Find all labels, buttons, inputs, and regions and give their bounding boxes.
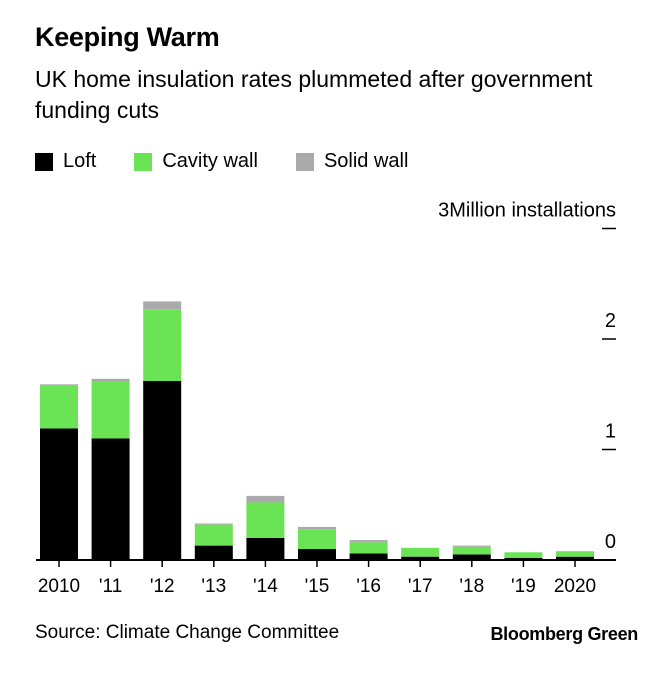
y-tick-label-1: 1 — [605, 421, 616, 443]
bar-cavity-wall-1 — [91, 381, 130, 439]
bar-solid-wall-4 — [246, 495, 285, 503]
y-tick-label-2: 2 — [605, 310, 616, 332]
bar-loft-0 — [40, 428, 78, 560]
x-tick-label-8: '18 — [459, 576, 484, 597]
legend-item-cavity-wall: Cavity wall — [134, 150, 258, 173]
x-tick-label-6: '16 — [356, 576, 381, 597]
bar-cavity-wall-5 — [298, 529, 336, 549]
bar-cavity-wall-4 — [246, 502, 285, 538]
bar-solid-wall-1 — [91, 378, 130, 381]
legend-swatch-solid-wall — [295, 152, 314, 171]
x-tick-label-2: '12 — [150, 576, 175, 597]
bar-loft-6 — [349, 553, 388, 560]
x-tick-label-10: 2020 — [554, 576, 596, 597]
bar-solid-wall-5 — [298, 526, 336, 530]
legend-label-cavity-wall: Cavity wall — [162, 150, 258, 172]
legend-label-loft: Loft — [63, 150, 97, 172]
bar-cavity-wall-0 — [40, 385, 78, 429]
legend-label-solid-wall: Solid wall — [323, 150, 409, 172]
legend-swatch-cavity-wall — [134, 152, 153, 171]
bar-loft-7 — [401, 556, 440, 560]
bar-cavity-wall-9 — [504, 552, 543, 558]
bar-solid-wall-6 — [349, 540, 388, 543]
chart-subtitle: UK home insulation rates plummeted after… — [35, 66, 593, 123]
bar-cavity-wall-7 — [401, 547, 440, 557]
bar-cavity-wall-2 — [143, 309, 182, 381]
source-note: Source: Climate Change Committee — [35, 622, 340, 643]
bar-loft-8 — [452, 554, 491, 560]
y-tick-label-0: 0 — [605, 531, 616, 553]
y-tick-label-3: 3Million installations — [438, 200, 616, 222]
x-tick-label-4: '14 — [253, 576, 278, 597]
legend-item-loft: Loft — [35, 150, 96, 173]
x-tick-label-1: '11 — [99, 576, 122, 597]
bar-loft-9 — [504, 557, 543, 560]
bar-cavity-wall-6 — [349, 542, 388, 554]
bar-loft-5 — [298, 549, 336, 560]
bar-solid-wall-8 — [452, 545, 491, 547]
chart-title: Keeping Warm — [35, 22, 220, 52]
legend-item-solid-wall: Solid wall — [295, 150, 409, 173]
bar-cavity-wall-8 — [452, 546, 491, 555]
legend-swatch-loft — [35, 152, 53, 171]
x-tick-label-3: '13 — [201, 576, 226, 597]
bar-loft-10 — [556, 556, 594, 560]
bar-solid-wall-3 — [194, 523, 233, 525]
bar-loft-3 — [194, 545, 233, 560]
x-tick-label-0: 2010 — [38, 576, 80, 597]
bar-solid-wall-0 — [40, 384, 78, 386]
legend: Loft Cavity wall Solid wall — [35, 150, 446, 173]
brand-logo: Bloomberg Green — [490, 624, 638, 644]
x-tick-label-7: '17 — [408, 576, 433, 597]
bar-loft-1 — [91, 438, 130, 560]
bar-loft-2 — [143, 381, 182, 560]
x-tick-label-5: '15 — [305, 576, 330, 597]
bar-solid-wall-2 — [143, 301, 182, 310]
bar-loft-4 — [246, 537, 285, 560]
bar-cavity-wall-10 — [556, 551, 594, 557]
x-tick-label-9: '19 — [511, 576, 536, 597]
bar-cavity-wall-3 — [194, 524, 233, 546]
